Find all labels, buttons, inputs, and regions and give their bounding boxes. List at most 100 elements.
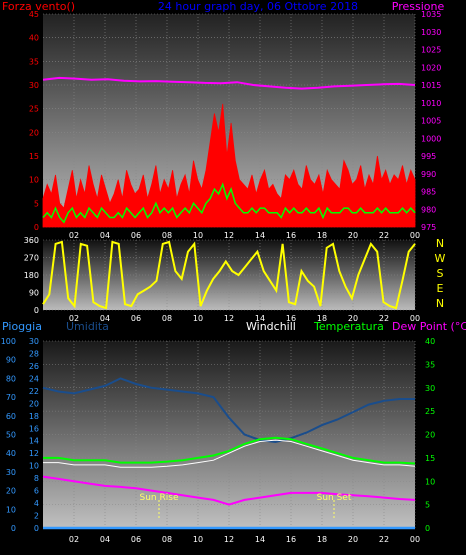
rain-tick-label: 0 <box>34 524 39 533</box>
wind-left-axis: 0 5 10 15 20 25 30 35 40 45 <box>29 10 39 232</box>
pressure-tick-label: 1010 <box>421 99 441 108</box>
direction-left-axis: 0 90 180 270 360 <box>24 236 39 315</box>
dewpoint-line <box>42 475 416 506</box>
humidity-tick-label: 60 <box>6 412 16 421</box>
graph-title: 24 hour graph day, 06 Ottobre 2018 <box>158 0 358 13</box>
wind-label: Forza vento() <box>2 0 75 13</box>
x-tick-label: 20 <box>348 231 358 240</box>
pressure-tick-label: 1020 <box>421 63 441 72</box>
x-tick-label: 12 <box>224 535 234 544</box>
humidity-tick-label: 90 <box>6 356 16 365</box>
direction-tick-label: 270 <box>24 254 39 263</box>
x-tick-label: 18 <box>317 535 327 544</box>
x-tick-label: 04 <box>100 314 110 323</box>
rain-tick-label: 26 <box>29 362 39 371</box>
pressure-tick-label: 1030 <box>421 28 441 37</box>
humidity-tick-label: 100 <box>1 337 16 346</box>
pressure-tick-label: 1015 <box>421 81 441 90</box>
x-tick-label: 06 <box>131 231 141 240</box>
pressure-tick-label: 980 <box>421 205 436 214</box>
x-tick-label: 20 <box>348 314 358 323</box>
compass-s-label: S <box>437 267 444 280</box>
wind-pressure-series <box>42 76 416 228</box>
rain-tick-label: 4 <box>34 499 39 508</box>
wind-tick-label: 10 <box>29 176 39 185</box>
legend-humidity: Umidita <box>66 320 109 333</box>
pressure-tick-label: 1005 <box>421 117 441 126</box>
rain-tick-label: 20 <box>29 399 39 408</box>
x-tick-label: 06 <box>131 535 141 544</box>
temp-tick-label: 10 <box>425 477 435 486</box>
legend-windchill: Windchill <box>246 320 296 333</box>
wind-tick-label: 25 <box>29 105 39 114</box>
x-tick-label: 00 <box>410 535 420 544</box>
wind-tick-label: 45 <box>29 10 39 19</box>
wind-tick-label: 40 <box>29 34 39 43</box>
humidity-tick-label: 30 <box>6 468 16 477</box>
legend-dewpoint: Dew Point (°C) <box>392 320 466 333</box>
humidity-tick-label: 20 <box>6 487 16 496</box>
direction-series <box>42 240 416 310</box>
compass-n-label: N <box>436 237 444 250</box>
x-tick-label: 10 <box>193 231 203 240</box>
x-tick-label: 14 <box>255 231 265 240</box>
temperature-line <box>43 436 416 465</box>
x-tick-label: 04 <box>100 535 110 544</box>
pressure-tick-label: 990 <box>421 170 436 179</box>
humidity-tick-label: 40 <box>6 449 16 458</box>
sunrise-label: Sun Rise <box>140 493 179 503</box>
x-tick-label: 12 <box>224 231 234 240</box>
temp-x-axis: 02 04 06 08 10 12 14 16 18 20 22 00 <box>69 535 420 544</box>
x-tick-label: 02 <box>69 535 79 544</box>
x-tick-label: 10 <box>193 314 203 323</box>
x-tick-label: 20 <box>348 535 358 544</box>
humidity-tick-label: 70 <box>6 393 16 402</box>
x-tick-label: 22 <box>379 231 389 240</box>
temp-series <box>42 377 416 530</box>
temp-tick-label: 25 <box>425 407 435 416</box>
temp-tick-label: 35 <box>425 360 435 369</box>
x-tick-label: 00 <box>410 231 420 240</box>
direction-tick-label: 360 <box>24 236 39 245</box>
rain-tick-label: 2 <box>34 512 39 521</box>
rain-tick-label: 14 <box>29 437 39 446</box>
pressure-tick-label: 1025 <box>421 46 441 55</box>
humidity-left-axis: 0 10 20 30 40 50 60 70 80 90 100 <box>1 337 16 533</box>
x-tick-label: 16 <box>286 535 296 544</box>
humidity-tick-label: 10 <box>6 505 16 514</box>
pressure-label: Pressione <box>392 0 445 13</box>
compass-n-label: N <box>436 297 444 310</box>
humidity-line <box>42 377 415 444</box>
legend-temperature: Temperatura <box>313 320 384 333</box>
rain-tick-label: 6 <box>34 487 39 496</box>
x-tick-label: 22 <box>379 535 389 544</box>
temp-tick-label: 30 <box>425 384 435 393</box>
direction-line <box>42 240 416 310</box>
pressure-tick-label: 985 <box>421 188 436 197</box>
legend-rain: Pioggia <box>2 320 42 333</box>
x-tick-label: 12 <box>224 314 234 323</box>
x-tick-label: 08 <box>162 314 172 323</box>
temp-tick-label: 5 <box>425 501 430 510</box>
rain-tick-label: 22 <box>29 387 39 396</box>
rain-tick-label: 18 <box>29 412 39 421</box>
wind-tick-label: 20 <box>29 128 39 137</box>
wind-avg-line <box>42 182 416 224</box>
x-tick-label: 06 <box>131 314 141 323</box>
wind-speed-area <box>42 103 416 228</box>
x-tick-label: 14 <box>255 535 265 544</box>
pressure-right-axis: 975 980 985 990 995 1000 1005 1010 1015 1020 1025 1… <box>421 10 441 232</box>
rain-tick-label: 8 <box>34 474 39 483</box>
humidity-tick-label: 80 <box>6 374 16 383</box>
temp-tick-label: 0 <box>425 524 430 533</box>
humidity-tick-label: 50 <box>6 431 16 440</box>
compass-e-label: E <box>437 282 444 295</box>
rain-tick-label: 16 <box>29 424 39 433</box>
rain-tick-label: 30 <box>29 337 39 346</box>
rain-tick-label: 24 <box>29 374 39 383</box>
temp-right-axis: 0 5 10 15 20 25 30 35 40 <box>425 337 435 533</box>
x-tick-label: 18 <box>317 314 327 323</box>
